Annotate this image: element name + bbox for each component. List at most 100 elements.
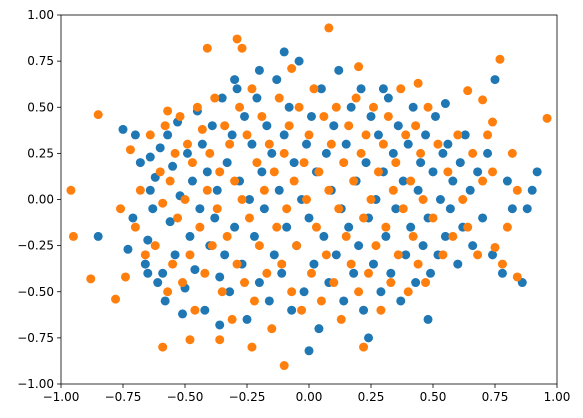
scatter-point-s1-26 xyxy=(187,158,197,168)
scatter-point-s1-145 xyxy=(237,43,247,53)
scatter-point-s0-149 xyxy=(254,65,264,75)
scatter-point-s1-27 xyxy=(190,305,200,315)
scatter-point-s1-48 xyxy=(242,130,252,140)
scatter-point-s1-20 xyxy=(173,213,183,223)
scatter-point-s1-63 xyxy=(279,148,289,158)
scatter-point-s0-157 xyxy=(158,268,168,278)
scatter-point-s1-53 xyxy=(254,241,264,251)
y-tick-label: −0.25 xyxy=(17,239,54,253)
scatter-point-s0-150 xyxy=(279,47,289,57)
scatter-point-s0-15 xyxy=(160,296,170,306)
scatter-point-s0-61 xyxy=(277,268,287,278)
scatter-point-s1-132 xyxy=(478,176,488,186)
scatter-point-s1-34 xyxy=(207,241,217,251)
scatter-point-s1-32 xyxy=(202,185,212,195)
scatter-point-s1-4 xyxy=(111,294,121,304)
scatter-point-s0-54 xyxy=(259,204,269,214)
scatter-point-s0-59 xyxy=(272,75,282,85)
scatter-point-s1-73 xyxy=(304,130,314,140)
scatter-point-s0-107 xyxy=(391,204,401,214)
scatter-point-s1-54 xyxy=(257,111,267,121)
scatter-point-s1-3 xyxy=(93,110,103,120)
scatter-point-s0-151 xyxy=(304,346,314,356)
scatter-point-s0-33 xyxy=(207,121,217,131)
scatter-point-s1-125 xyxy=(443,167,453,177)
scatter-point-s0-153 xyxy=(378,84,388,94)
y-tick-label: 0.75 xyxy=(27,54,54,68)
y-axis-ticks: −1.00 −0.75 −0.50 −0.25 0.00 0.25 0.50 0.75 1.00 xyxy=(17,8,61,391)
scatter-point-s0-41 xyxy=(227,130,237,140)
scatter-point-s1-59 xyxy=(269,167,279,177)
scatter-point-s0-95 xyxy=(361,158,371,168)
scatter-point-s1-29 xyxy=(195,222,205,232)
scatter-point-s0-130 xyxy=(448,176,458,186)
scatter-point-s0-134 xyxy=(460,130,470,140)
scatter-point-s1-12 xyxy=(150,241,160,251)
scatter-point-s1-66 xyxy=(287,287,297,297)
scatter-point-s1-98 xyxy=(366,195,376,204)
scatter-point-s0-25 xyxy=(187,176,197,186)
scatter-point-s0-34 xyxy=(210,213,220,223)
scatter-point-s1-148 xyxy=(247,342,257,352)
scatter-point-s0-66 xyxy=(289,158,299,168)
scatter-point-s1-45 xyxy=(235,102,245,112)
scatter-point-s1-156 xyxy=(163,106,173,116)
scatter-point-s0-142 xyxy=(497,268,507,278)
scatter-point-s1-47 xyxy=(240,278,250,288)
scatter-point-s0-132 xyxy=(455,158,465,168)
scatter-point-s0-141 xyxy=(490,75,500,85)
scatter-point-s1-84 xyxy=(331,102,341,112)
scatter-point-s0-64 xyxy=(284,102,294,112)
scatter-point-s0-5 xyxy=(135,158,145,168)
scatter-point-s0-122 xyxy=(428,167,438,177)
scatter-point-s1-140 xyxy=(512,185,522,195)
scatter-point-s0-118 xyxy=(418,241,428,251)
series-1 xyxy=(66,23,552,371)
scatter-point-s0-62 xyxy=(279,130,289,140)
scatter-point-s1-41 xyxy=(225,139,235,149)
x-tick-label: −1.00 xyxy=(43,390,80,404)
scatter-point-s0-140 xyxy=(488,250,498,260)
scatter-point-s0-63 xyxy=(282,222,292,232)
scatter-point-s1-107 xyxy=(388,185,398,195)
scatter-point-s1-25 xyxy=(185,250,195,260)
scatter-point-s0-125 xyxy=(435,195,445,204)
scatter-point-s1-83 xyxy=(329,278,339,288)
scatter-point-s1-58 xyxy=(267,324,277,334)
scatter-point-s1-46 xyxy=(237,195,247,204)
scatter-point-s0-116 xyxy=(413,185,423,195)
scatter-point-s0-92 xyxy=(354,241,364,251)
points-layer xyxy=(66,23,552,371)
y-tick-label: −0.50 xyxy=(17,285,54,299)
scatter-point-s1-128 xyxy=(458,195,468,204)
scatter-point-s0-94 xyxy=(359,305,369,315)
y-tick-label: −0.75 xyxy=(17,331,54,345)
scatter-point-s1-130 xyxy=(468,148,478,158)
scatter-point-s1-64 xyxy=(282,204,292,214)
scatter-point-s0-128 xyxy=(443,139,453,149)
scatter-point-s0-12 xyxy=(143,268,153,278)
scatter-point-s1-50 xyxy=(247,84,257,94)
scatter-point-s1-153 xyxy=(463,86,473,96)
scatter-point-s1-65 xyxy=(284,121,294,131)
scatter-point-s1-79 xyxy=(319,111,329,121)
scatter-point-s1-82 xyxy=(326,139,336,149)
scatter-point-s0-56 xyxy=(264,296,274,306)
scatter-point-s0-148 xyxy=(532,167,542,177)
scatter-point-s0-98 xyxy=(368,259,378,269)
scatter-point-s1-55 xyxy=(259,185,269,195)
scatter-point-s0-73 xyxy=(306,111,316,121)
scatter-point-s1-104 xyxy=(381,222,391,232)
scatter-point-s0-86 xyxy=(339,296,349,306)
scatter-point-s0-138 xyxy=(478,213,488,223)
scatter-point-s1-7 xyxy=(125,145,135,155)
scatter-point-s1-15 xyxy=(160,121,170,131)
scatter-point-s1-96 xyxy=(361,130,371,140)
scatter-point-s0-97 xyxy=(366,111,376,121)
scatter-point-s0-101 xyxy=(376,287,386,297)
scatter-point-s0-137 xyxy=(473,167,483,177)
x-tick-label: −0.25 xyxy=(229,390,266,404)
scatter-point-s1-21 xyxy=(175,111,185,121)
